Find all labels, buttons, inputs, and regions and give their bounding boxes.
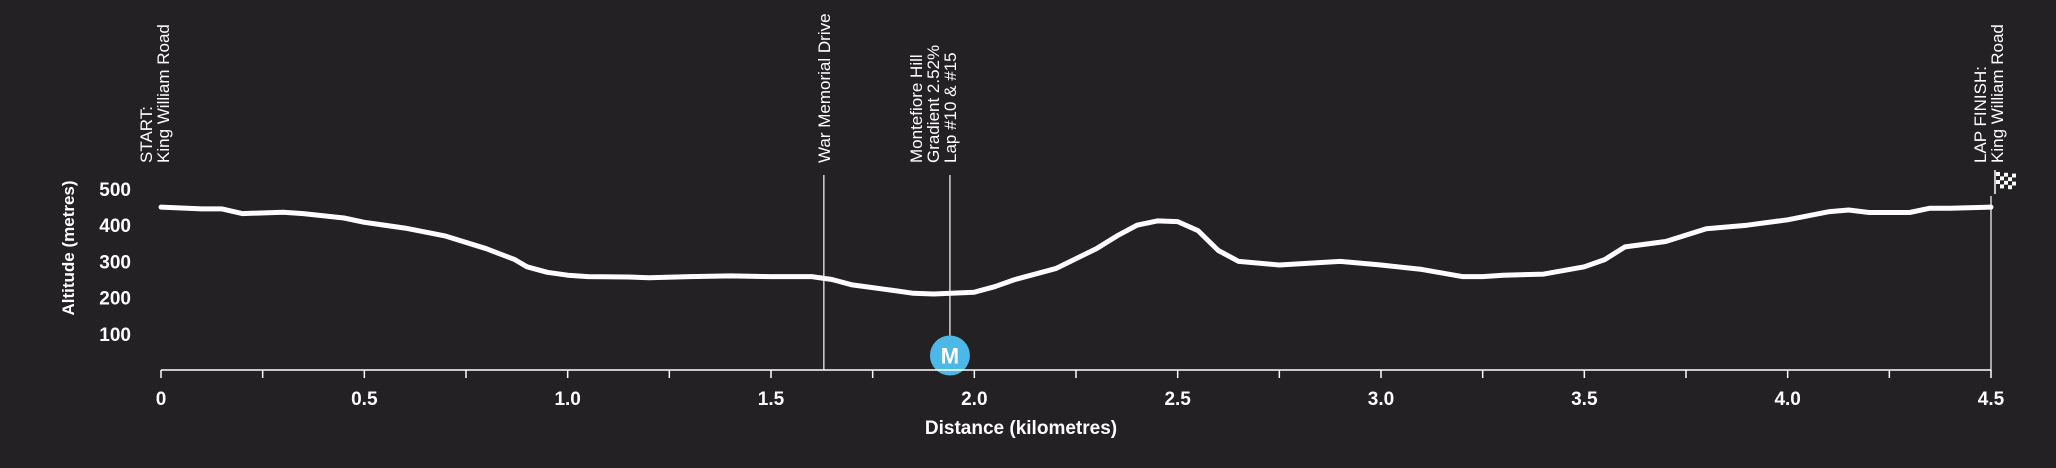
y-tick-label: 500 [99,180,131,201]
climb-marker-label: M [941,344,959,369]
annotation-label: King William Road [1988,24,2007,163]
x-tick-label: 0.5 [351,389,378,410]
y-tick-label: 200 [99,289,131,310]
y-tick-label: 400 [99,216,131,237]
annotation-label: King William Road [154,24,173,163]
climb-marker [929,335,970,376]
annotation-label: START: [137,106,156,163]
y-axis-label: Altitude (metres) [59,180,78,315]
annotation-label: War Memorial Drive [815,13,834,163]
annotations: START:King William Road War Memorial Driv… [137,13,2007,370]
plot-area: M [158,204,1994,376]
x-axis: 0 0.5 1.0 1.5 2.0 2.5 3.0 3.5 4.0 4.5 [156,369,2005,410]
x-axis-label: Distance (kilometres) [925,418,1117,439]
x-tick-label: 1.5 [758,389,785,410]
x-tick-label: 4.0 [1774,389,1800,410]
x-tick-label: 2.0 [961,389,987,410]
annotation-label: Montefiore Hill [907,54,926,163]
x-tick-label: 2.5 [1164,389,1191,410]
y-tick-label: 100 [99,325,131,346]
altitude-series-line [158,204,1994,297]
y-axis: 100 200 300 400 500 [99,180,131,346]
x-tick-label: 4.5 [1978,389,2005,410]
annotation-label: Gradient 2.52% [924,45,943,163]
x-tick-label: 3.5 [1571,389,1598,410]
annotation-label: Lap #10 & #15 [941,52,960,163]
x-tick-label: 0 [156,389,167,410]
y-tick-label: 300 [99,252,131,273]
x-tick-label: 1.0 [554,389,580,410]
annotation-label: LAP FINISH: [1971,66,1990,163]
checkered-flag-icon [1994,170,2016,194]
x-tick-label: 3.0 [1368,389,1394,410]
